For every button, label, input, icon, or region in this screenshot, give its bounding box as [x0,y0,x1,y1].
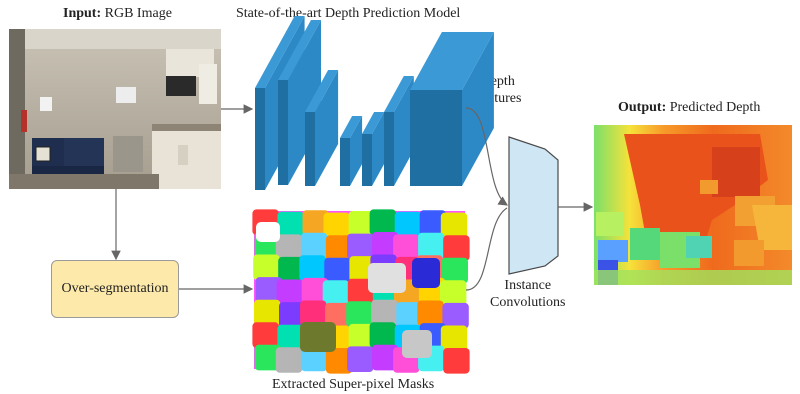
network-block-top [340,116,363,138]
superpixel-segment [371,299,398,326]
output-depth-map [594,125,792,285]
superpixel-segment [255,277,282,303]
superpixel-masks [252,209,470,374]
superpixel-segment [419,210,447,236]
superpixel-segment [275,347,303,373]
superpixel-segment [369,322,396,348]
superpixel-segment [300,300,327,327]
network-block-side [315,70,339,186]
network-block-top [255,16,305,88]
network-block-top [362,112,385,134]
arrow-features-to-instanceconv [465,107,509,206]
superpixel-segment [324,257,351,284]
superpixel-segment [301,277,329,304]
superpixel-segment [277,324,304,351]
network-block-side [350,116,363,186]
superpixel-segment [418,232,445,259]
superpixel-segment [277,211,304,238]
superpixel-segment [322,280,350,306]
superpixel-segment [394,211,422,238]
superpixel-segment [417,300,444,327]
input-label-text: RGB Image [101,6,172,21]
superpixel-segment [254,299,281,326]
superpixel-segment [393,234,420,260]
network-block-front [255,88,265,190]
superpixel-segment [276,279,303,306]
superpixel-segment [372,344,399,371]
instance-conv-block [508,136,559,275]
input-rgb-image [9,29,221,189]
superpixel-segment [369,209,396,235]
model-title: State-of-the-art Depth Prediction Model [236,6,461,21]
network-block-top [410,32,494,90]
oversegmentation-box: Over-segmentation [51,260,179,318]
superpixel-segment [347,346,374,372]
network-block-side [462,32,494,186]
network-block-front [340,138,350,186]
instance-conv-line2: Convolutions [490,294,566,310]
superpixel-segment [372,232,399,258]
superpixel-segment [302,210,329,236]
network-block-side [372,112,385,186]
superpixel-segment [254,344,282,371]
superpixel-segment [279,302,306,328]
superpixel-segment [348,211,375,237]
superpixel-segment [440,280,467,306]
superpixel-segment [441,257,468,284]
connectors [111,104,594,294]
superpixel-segment [440,325,468,352]
superpixel-segment [299,255,326,281]
superpixel-segment [325,348,353,374]
network-block-front [278,80,288,185]
superpixel-segment [300,232,328,259]
superpixel-segment [346,301,373,327]
superpixel-segment [442,302,469,329]
arrow-masks-to-instanceconv [465,207,508,291]
superpixel-segment [253,254,280,281]
network-block-front [384,112,394,186]
superpixel-segment [443,348,470,374]
output-label-bold: Output: [618,100,667,115]
superpixel-segment [275,234,303,260]
depth-network [255,16,494,190]
superpixel-segment [278,256,305,283]
instance-conv-label: Instance Convolutions [490,278,565,312]
superpixel-segment [402,330,432,358]
superpixel-segment [348,323,375,350]
network-block-side [394,76,414,186]
network-block-front [410,90,462,186]
input-label-bold: Input: [63,6,102,21]
network-block-top [305,70,339,112]
output-label: Output: Predicted Depth [618,100,760,117]
oversegmentation-label: Over-segmentation [61,281,169,296]
network-block-front [362,134,372,186]
network-block-top [384,76,414,112]
superpixel-segment [347,278,375,305]
superpixel-segment [443,235,470,261]
network-block-side [288,20,321,185]
superpixel-segment [347,233,374,260]
network-block-top [278,20,321,80]
superpixel-segment [412,258,440,288]
superpixel-segment [323,212,350,239]
superpixel-segment [440,212,468,239]
superpixel-segment [256,222,280,242]
output-label-text: Predicted Depth [666,100,761,115]
instance-conv-line1: Instance [504,278,552,293]
superpixel-caption: Extracted Super-pixel Masks [272,377,435,392]
input-label: Input: RGB Image [63,6,172,23]
network-block-front [305,112,315,186]
superpixel-segment [300,322,336,352]
superpixel-segment [325,235,353,261]
superpixel-segment [368,263,406,293]
superpixel-segment [252,322,279,348]
superpixel-segment [396,302,423,328]
